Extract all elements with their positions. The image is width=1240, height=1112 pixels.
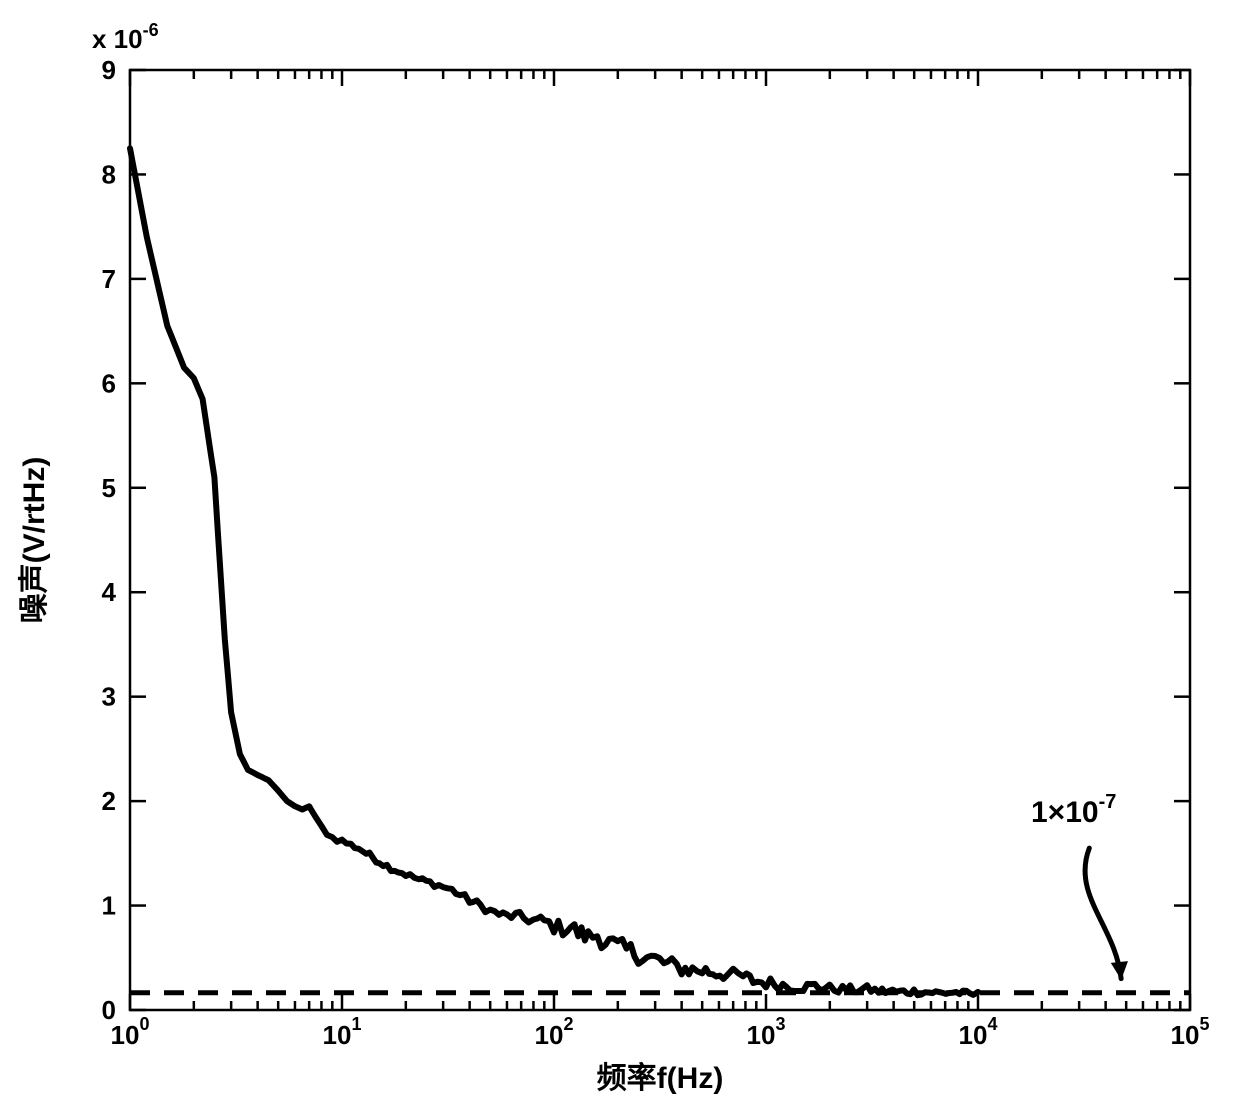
svg-text:102: 102 bbox=[535, 1014, 574, 1050]
svg-text:103: 103 bbox=[747, 1014, 786, 1050]
svg-text:104: 104 bbox=[959, 1014, 998, 1050]
svg-text:x 10-6: x 10-6 bbox=[92, 20, 159, 54]
svg-text:4: 4 bbox=[102, 577, 117, 607]
svg-text:1: 1 bbox=[102, 891, 116, 921]
svg-text:101: 101 bbox=[323, 1014, 362, 1050]
svg-text:1×10-7: 1×10-7 bbox=[1031, 791, 1116, 829]
svg-text:9: 9 bbox=[102, 55, 116, 85]
svg-text:100: 100 bbox=[111, 1014, 150, 1050]
svg-text:3: 3 bbox=[102, 682, 116, 712]
svg-text:0: 0 bbox=[102, 995, 116, 1025]
svg-text:7: 7 bbox=[102, 264, 116, 294]
noise-spectrum-chart: 100 101 102 103 104 105 频率f(Hz) 0 1 2 3 4 5 6 7 8 9x 10-… bbox=[0, 0, 1240, 1112]
svg-text:5: 5 bbox=[102, 473, 116, 503]
svg-text:噪声(V/rtHz): 噪声(V/rtHz) bbox=[18, 457, 51, 624]
svg-text:105: 105 bbox=[1171, 1014, 1210, 1050]
chart-svg: 100 101 102 103 104 105 频率f(Hz) 0 1 2 3 4 5 6 7 8 9x 10-… bbox=[0, 0, 1240, 1112]
svg-text:2: 2 bbox=[102, 786, 116, 816]
svg-text:8: 8 bbox=[102, 159, 116, 189]
svg-text:频率f(Hz): 频率f(Hz) bbox=[597, 1062, 724, 1095]
svg-text:6: 6 bbox=[102, 368, 116, 398]
